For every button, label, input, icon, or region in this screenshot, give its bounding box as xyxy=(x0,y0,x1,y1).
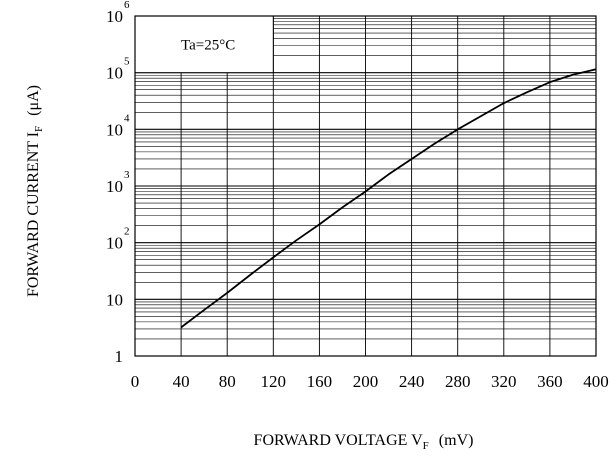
x-tick-label: 80 xyxy=(219,372,236,391)
y-tick-exponent: 2 xyxy=(124,226,130,238)
temperature-annotation: Ta=25°C xyxy=(181,37,235,53)
y-tick-exponent: 5 xyxy=(124,56,130,68)
y-tick-exponent: 3 xyxy=(124,169,130,181)
x-tick-label: 40 xyxy=(173,372,190,391)
plot-frame xyxy=(134,15,597,357)
y-tick-exponent: 6 xyxy=(124,0,130,11)
y-axis-label-text: FORWARD CURRENT I xyxy=(25,132,42,297)
x-tick-label: 0 xyxy=(131,372,140,391)
x-tick-label: 240 xyxy=(399,372,425,391)
y-tick-label: 1 xyxy=(115,347,124,366)
series-line-0 xyxy=(180,68,597,329)
x-tick-label: 280 xyxy=(445,372,471,391)
series xyxy=(180,68,597,329)
annotation-box: Ta=25°C xyxy=(134,15,274,74)
y-tick-label: 10 xyxy=(106,290,123,309)
y-tick-label: 10 xyxy=(106,177,123,196)
y-axis-label: FORWARD CURRENT IF (μA) xyxy=(25,85,45,297)
x-axis-label-text: FORWARD VOLTAGE V xyxy=(254,432,424,449)
x-tick-label: 160 xyxy=(307,372,333,391)
y-axis-label-subscript: F xyxy=(33,126,45,132)
x-tick-labels: 0 40 80 120 160 200 240 280 320 360 400 xyxy=(131,372,609,391)
y-axis-label-unit: (μA) xyxy=(25,85,42,116)
x-axis-label-unit: (mV) xyxy=(439,432,474,449)
x-axis-label-subscript: F xyxy=(423,440,429,452)
x-axis-label: FORWARD VOLTAGE VF (mV) xyxy=(254,432,474,452)
y-tick-label: 10 xyxy=(106,7,123,26)
y-tick-label: 10 xyxy=(106,234,123,253)
x-tick-label: 120 xyxy=(261,372,287,391)
x-tick-label: 200 xyxy=(353,372,379,391)
y-tick-label: 10 xyxy=(106,120,123,139)
x-tick-label: 360 xyxy=(537,372,563,391)
x-tick-label: 400 xyxy=(583,372,609,391)
y-tick-label: 10 xyxy=(106,64,123,83)
y-tick-exponent: 4 xyxy=(124,112,130,124)
x-tick-label: 320 xyxy=(491,372,517,391)
